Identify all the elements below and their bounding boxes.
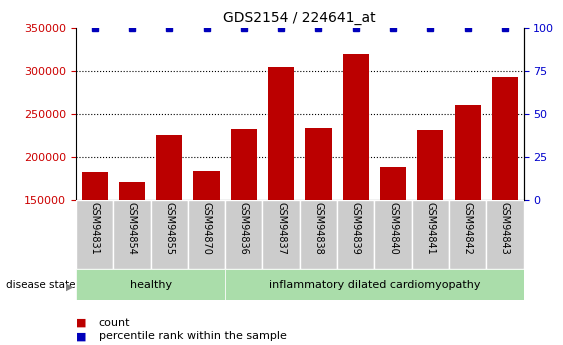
Text: GSM94854: GSM94854 — [127, 202, 137, 255]
Bar — [492, 77, 518, 200]
Bar — [82, 172, 108, 200]
Text: GSM94837: GSM94837 — [276, 202, 286, 255]
Bar — [194, 171, 220, 200]
Bar — [151, 200, 188, 269]
Bar — [113, 200, 151, 269]
Bar — [119, 182, 145, 200]
Text: percentile rank within the sample: percentile rank within the sample — [99, 332, 287, 341]
Bar — [76, 269, 225, 300]
Text: ▶: ▶ — [66, 282, 74, 292]
Bar — [305, 128, 332, 200]
Text: GSM94840: GSM94840 — [388, 202, 398, 255]
Bar — [188, 200, 225, 269]
Text: healthy: healthy — [129, 280, 172, 289]
Text: count: count — [99, 318, 130, 327]
Bar — [412, 200, 449, 269]
Bar — [417, 130, 444, 200]
Bar — [156, 136, 182, 200]
Bar — [343, 55, 369, 200]
Text: GSM94839: GSM94839 — [351, 202, 361, 255]
Bar — [449, 200, 486, 269]
Text: GSM94870: GSM94870 — [202, 202, 212, 255]
Bar — [76, 200, 113, 269]
Text: ■: ■ — [76, 332, 87, 341]
Bar — [380, 167, 406, 200]
Text: disease state: disease state — [6, 280, 75, 289]
Bar — [268, 67, 294, 200]
Text: GSM94843: GSM94843 — [500, 202, 510, 255]
Text: GSM94831: GSM94831 — [90, 202, 100, 255]
Text: GSM94855: GSM94855 — [164, 202, 175, 255]
Text: GSM94836: GSM94836 — [239, 202, 249, 255]
Text: inflammatory dilated cardiomyopathy: inflammatory dilated cardiomyopathy — [269, 280, 480, 289]
Text: GSM94841: GSM94841 — [425, 202, 435, 255]
Bar — [486, 200, 524, 269]
Bar — [225, 200, 262, 269]
Bar — [374, 200, 412, 269]
Text: ■: ■ — [76, 318, 87, 327]
Bar — [225, 269, 524, 300]
Bar — [231, 129, 257, 200]
Bar — [454, 105, 481, 200]
Bar — [262, 200, 300, 269]
Text: GSM94842: GSM94842 — [463, 202, 473, 255]
Bar — [337, 200, 374, 269]
Text: GSM94838: GSM94838 — [314, 202, 324, 255]
Title: GDS2154 / 224641_at: GDS2154 / 224641_at — [224, 11, 376, 25]
Bar — [300, 200, 337, 269]
